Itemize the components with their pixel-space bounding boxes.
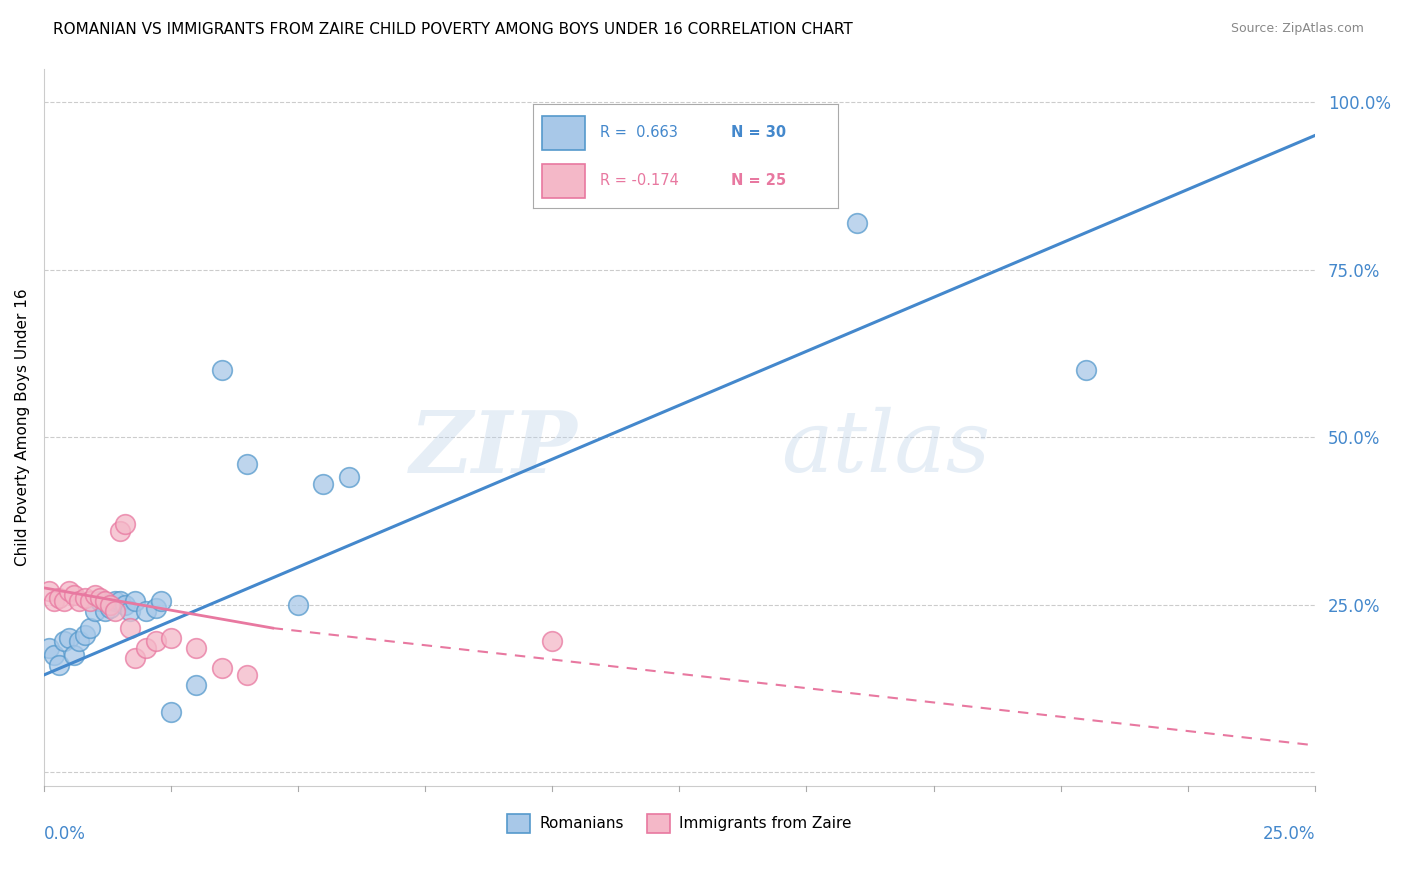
Text: Source: ZipAtlas.com: Source: ZipAtlas.com: [1230, 22, 1364, 36]
Point: [124, 651, 146, 665]
Point: [145, 601, 167, 615]
Point: [58, 631, 80, 645]
Point: [186, 678, 208, 692]
Point: [98, 601, 121, 615]
Point: [145, 634, 167, 648]
Point: [114, 598, 136, 612]
Text: atlas: atlas: [780, 408, 990, 490]
Point: [89, 594, 111, 608]
Point: [98, 598, 121, 612]
Point: [83, 604, 105, 618]
Legend: Romanians, Immigrants from Zaire: Romanians, Immigrants from Zaire: [501, 808, 858, 838]
Point: [104, 604, 127, 618]
Point: [83, 588, 105, 602]
Point: [211, 661, 233, 675]
Point: [114, 517, 136, 532]
Point: [337, 470, 360, 484]
Point: [94, 604, 117, 618]
Y-axis label: Child Poverty Among Boys Under 16: Child Poverty Among Boys Under 16: [15, 288, 30, 566]
Text: ROMANIAN VS IMMIGRANTS FROM ZAIRE CHILD POVERTY AMONG BOYS UNDER 16 CORRELATION : ROMANIAN VS IMMIGRANTS FROM ZAIRE CHILD …: [53, 22, 853, 37]
Point: [236, 668, 259, 682]
Point: [48, 591, 70, 605]
Point: [63, 648, 86, 662]
Text: 25.0%: 25.0%: [1263, 825, 1315, 843]
Point: [120, 621, 142, 635]
Point: [541, 634, 564, 648]
Point: [38, 641, 60, 656]
Point: [73, 591, 96, 605]
Point: [53, 634, 76, 648]
Point: [124, 594, 146, 608]
Point: [287, 598, 309, 612]
Point: [149, 594, 172, 608]
Text: ZIP: ZIP: [409, 407, 578, 491]
Point: [312, 477, 335, 491]
Point: [120, 604, 142, 618]
Point: [160, 631, 183, 645]
Point: [79, 621, 101, 635]
Point: [53, 594, 76, 608]
Point: [42, 648, 65, 662]
Point: [89, 591, 111, 605]
Point: [160, 705, 183, 719]
Point: [69, 634, 91, 648]
Point: [38, 584, 60, 599]
Point: [79, 594, 101, 608]
Point: [108, 524, 131, 538]
Point: [186, 641, 208, 656]
Point: [63, 588, 86, 602]
Point: [69, 594, 91, 608]
Text: 0.0%: 0.0%: [44, 825, 86, 843]
Point: [135, 604, 157, 618]
Point: [211, 363, 233, 377]
Point: [104, 594, 127, 608]
Point: [94, 594, 117, 608]
Point: [135, 641, 157, 656]
Point: [48, 657, 70, 672]
Point: [73, 628, 96, 642]
Point: [42, 594, 65, 608]
Point: [846, 216, 869, 230]
Point: [58, 584, 80, 599]
Point: [236, 457, 259, 471]
Point: [108, 594, 131, 608]
Point: [1074, 363, 1097, 377]
